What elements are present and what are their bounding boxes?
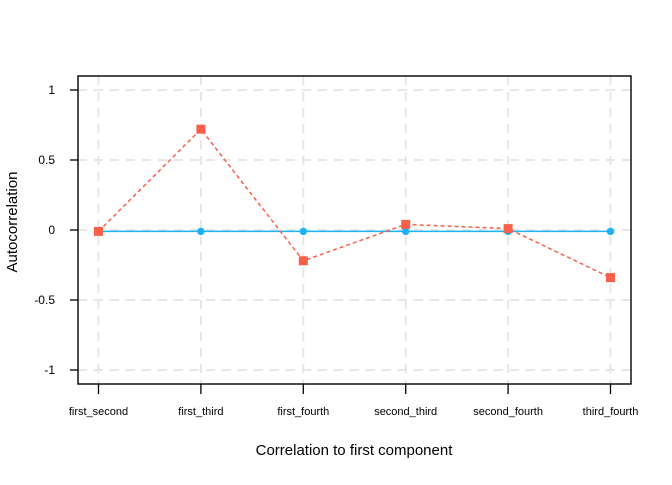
gridlines: [78, 76, 631, 384]
data-point-circle-second_third: [402, 227, 410, 236]
y-tick-label: 1: [48, 83, 55, 97]
series-layer: [94, 124, 615, 283]
tick-labels: -1 -0.5 0 0.5 1 first_second first_third first_…: [34, 83, 638, 418]
data-point-square-first_fourth: [298, 256, 308, 266]
x-tick-label: third_fourth: [583, 406, 639, 418]
series-line-square: [97, 128, 611, 279]
x-tick-label: first_second: [69, 406, 128, 418]
axis-ticks: [70, 89, 612, 394]
x-tick-label: first_fourth: [277, 406, 329, 418]
data-point-square-second_third: [401, 219, 411, 229]
data-point-square-second_fourth: [503, 224, 513, 234]
x-tick-label: second_fourth: [473, 406, 543, 418]
data-point-square-first_second: [94, 226, 103, 236]
y-tick-label: 0: [48, 223, 55, 237]
data-point-circle-first_third: [197, 227, 205, 236]
data-point-square-third_fourth: [606, 273, 615, 283]
x-tick-label: first_third: [178, 406, 223, 418]
y-tick-label: -1: [44, 363, 55, 377]
y-tick-label: 0.5: [38, 153, 55, 167]
x-tick-label: second_third: [374, 406, 437, 418]
data-point-circle-first_fourth: [299, 227, 307, 236]
y-tick-label: -0.5: [34, 293, 55, 307]
data-point-circle-third_fourth: [606, 227, 615, 236]
y-axis-label: Autocorrelation: [4, 172, 21, 273]
data-point-square-first_third: [196, 124, 206, 134]
x-axis-label: Correlation to first component: [256, 442, 454, 459]
